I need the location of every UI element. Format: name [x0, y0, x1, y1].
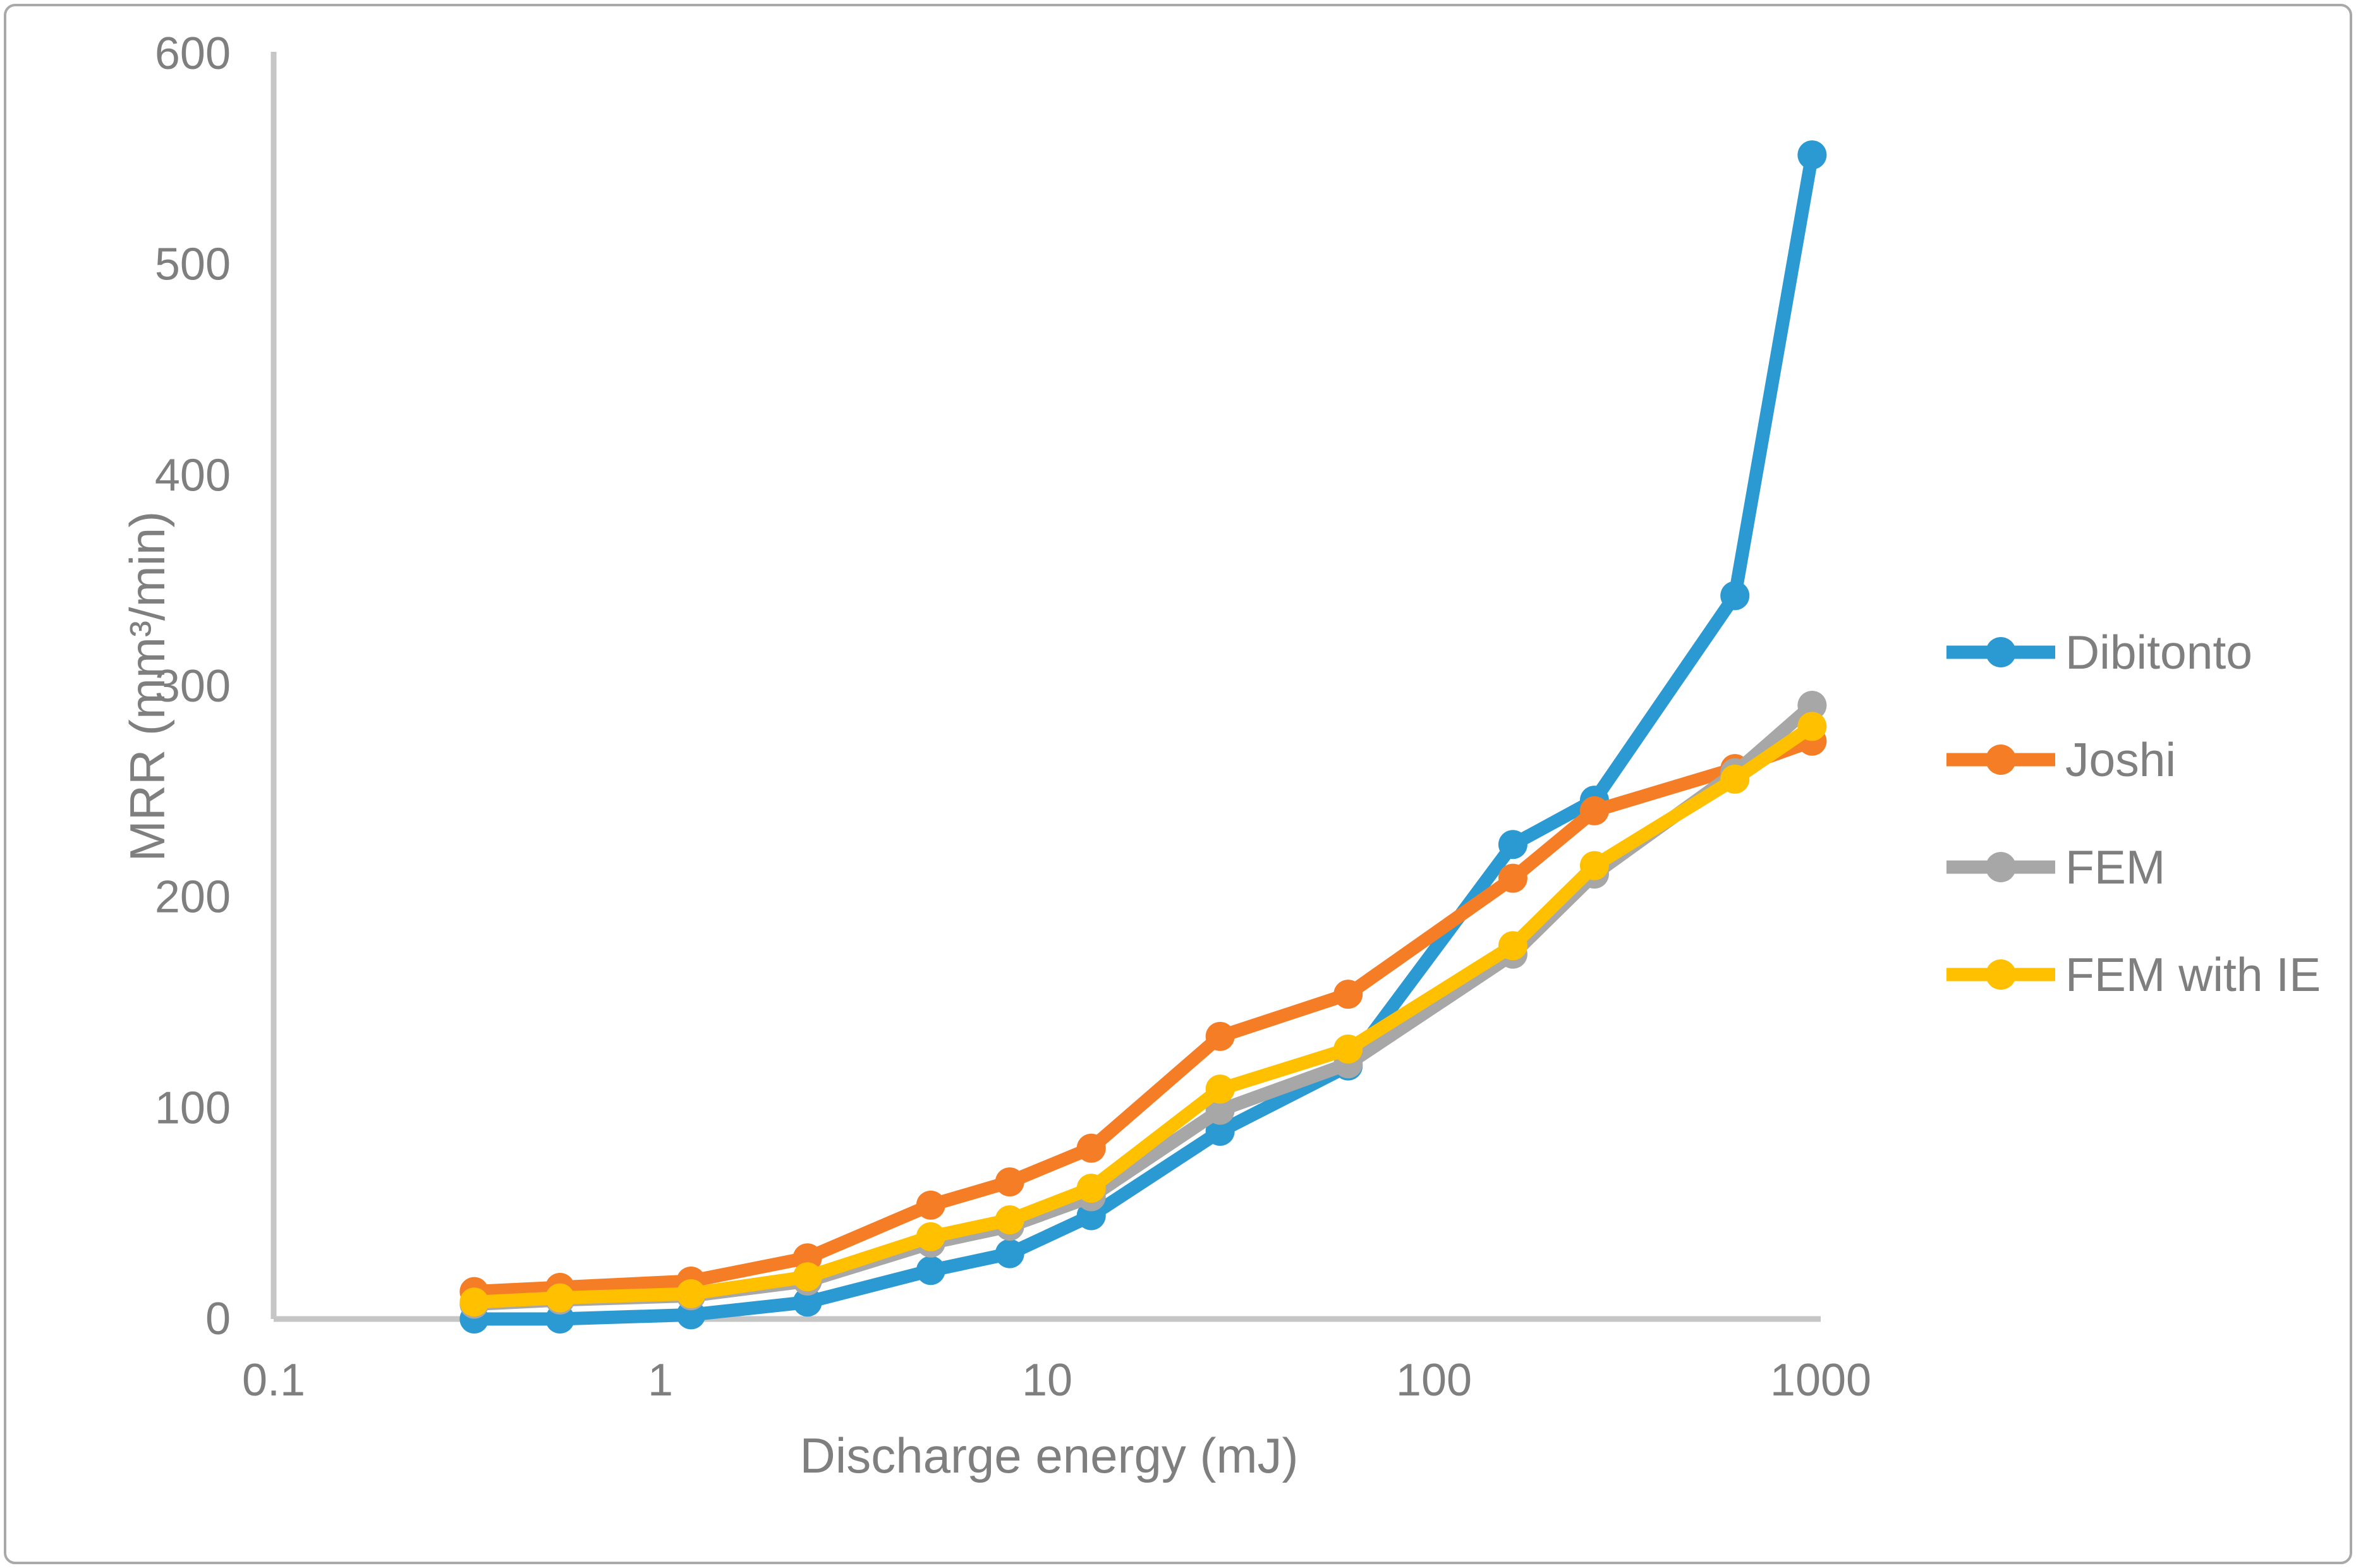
legend-label-fem-with-ie: FEM with IE — [2065, 948, 2321, 1001]
data-point — [1579, 851, 1609, 880]
x-axis-tick-labels: 0.1 1 10 100 1000 — [242, 1355, 1871, 1406]
legend-item-fem: FEM — [1946, 841, 2165, 894]
series-joshi — [459, 726, 1827, 1306]
series-fem — [459, 691, 1827, 1319]
legend-item-fem-with-ie: FEM with IE — [1946, 948, 2321, 1001]
y-tick-label-500: 500 — [155, 240, 231, 290]
data-point — [792, 1262, 822, 1292]
y-axis-tick-labels: 0 100 200 300 400 500 600 — [155, 28, 231, 1344]
data-point — [1333, 980, 1363, 1009]
dibitonto-legend-marker-icon — [1986, 637, 2016, 667]
x-tick-label-100: 100 — [1396, 1355, 1472, 1406]
data-point — [1498, 830, 1527, 860]
data-point — [916, 1256, 945, 1285]
x-tick-label-0.1: 0.1 — [242, 1355, 305, 1406]
fem-with-ie-legend-marker-icon — [1986, 959, 2016, 990]
y-tick-label-100: 100 — [155, 1083, 231, 1133]
figure-border — [4, 4, 2352, 1564]
fem-legend-marker-icon — [1986, 852, 2016, 882]
data-point — [1498, 931, 1527, 961]
data-point — [1720, 764, 1750, 794]
y-tick-label-300: 300 — [155, 661, 231, 712]
data-point — [1797, 712, 1827, 741]
y-axis-title: MRR (mm³/min) — [119, 511, 175, 862]
data-point — [916, 1222, 945, 1251]
data-point — [916, 1190, 945, 1220]
joshi-legend-marker-icon — [1986, 744, 2016, 775]
data-series-layer — [459, 140, 1827, 1334]
legend-item-dibitonto: Dibitonto — [1946, 626, 2252, 679]
y-tick-label-200: 200 — [155, 872, 231, 923]
data-point — [1076, 1174, 1106, 1203]
legend: Dibitonto Joshi FEM FEM with IE — [1946, 626, 2321, 1001]
data-point — [995, 1239, 1024, 1268]
data-point — [676, 1279, 706, 1308]
x-tick-label-10: 10 — [1022, 1355, 1072, 1406]
data-point — [1797, 140, 1827, 170]
x-axis-title: Discharge energy (mJ) — [800, 1428, 1299, 1483]
data-point — [792, 1287, 822, 1317]
data-point — [545, 1283, 575, 1313]
y-tick-label-400: 400 — [155, 450, 231, 501]
x-tick-label-1000: 1000 — [1770, 1355, 1871, 1406]
data-point — [1333, 1034, 1363, 1064]
y-tick-label-0: 0 — [205, 1294, 231, 1344]
data-point — [1498, 863, 1527, 893]
data-point — [995, 1167, 1024, 1197]
data-point — [459, 1287, 489, 1317]
data-point — [1579, 796, 1609, 825]
series-line — [467, 698, 1819, 1311]
series-fem-with-ie — [459, 712, 1827, 1317]
legend-label-dibitonto: Dibitonto — [2065, 626, 2252, 679]
data-point — [1205, 1117, 1235, 1146]
series-line — [467, 719, 1819, 1309]
data-point — [1797, 691, 1827, 720]
legend-label-fem: FEM — [2065, 841, 2165, 894]
y-tick-label-600: 600 — [155, 28, 231, 79]
data-point — [1205, 1074, 1235, 1104]
data-point — [1205, 1021, 1235, 1051]
data-point — [1720, 581, 1750, 611]
x-tick-label-1: 1 — [648, 1355, 673, 1406]
series-line — [467, 734, 1819, 1299]
legend-item-joshi: Joshi — [1946, 733, 2176, 786]
legend-label-joshi: Joshi — [2065, 733, 2176, 786]
data-point — [1076, 1133, 1106, 1163]
data-point — [995, 1205, 1024, 1235]
